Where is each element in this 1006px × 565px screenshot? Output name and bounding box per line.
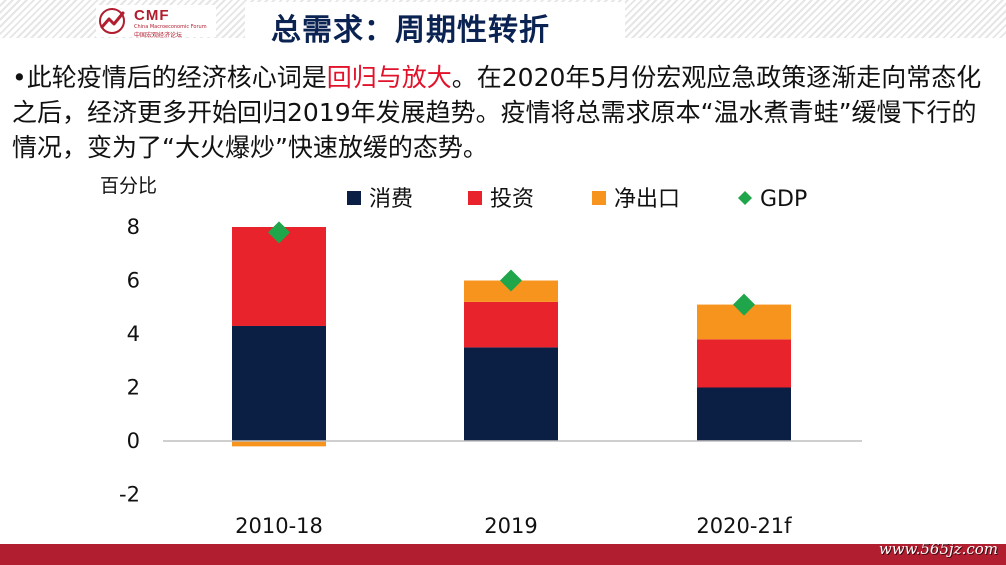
bar-净出口-2010-18 [232,441,326,447]
legend-swatch-GDP [738,191,752,205]
footer-bar [0,544,1006,565]
body-part-1: 此轮疫情后的经济核心词是 [26,63,327,92]
watermark: www.565jz.com [878,540,998,558]
legend-swatch-消费 [347,191,361,205]
x-tick-label: 2010-18 [235,514,323,538]
logo-text: CMF [134,7,170,24]
legend-swatch-投资 [468,191,482,205]
stacked-bar-chart: 百分比 8 6 4 2 0 -2 2010-18 2019 2020-21f 消费 投资 净出口 GDP [100,175,862,538]
bar-消费-2019 [464,347,558,441]
legend-label-消费: 消费 [369,187,413,212]
cmf-logo: CMF China Macroeconomic Forum 中国宏观经济论坛 [96,5,216,39]
bullet: • [12,63,27,92]
legend-label-净出口: 净出口 [614,187,680,212]
y-axis-label: 百分比 [100,175,157,197]
bar-消费-2020-21f [697,387,791,441]
bar-投资-2010-18 [232,227,326,326]
y-tick-label: -2 [119,483,140,507]
bar-投资-2019 [464,301,558,348]
logo-subtitle: China Macroeconomic Forum [134,24,207,30]
legend-swatch-净出口 [592,191,606,205]
gdp-marker-2020-21f [733,293,755,316]
y-tick-label: 8 [127,215,140,239]
y-tick-label: 4 [127,322,140,346]
y-tick-label: 0 [127,429,140,453]
y-tick-label: 2 [127,376,140,400]
body-paragraph: •此轮疫情后的经济核心词是回归与放大。在2020年5月份宏观应急政策逐渐走向常态… [12,60,997,165]
x-tick-label: 2019 [484,514,537,538]
page-title: 总需求：周期性转折 [271,13,550,48]
title-box: 总需求：周期性转折 [245,2,625,48]
logo-chinese-name: 中国宏观经济论坛 [134,32,183,39]
x-tick-label: 2020-21f [696,514,792,538]
legend-label-投资: 投资 [490,187,534,212]
bar-消费-2010-18 [232,325,326,441]
body-part-2: 。在2020年5月份宏观应急政策逐渐走向常态化之后，经济更多开始回归2019年发… [12,63,982,162]
legend-label-GDP: GDP [760,187,807,212]
y-tick-label: 6 [127,269,140,293]
highlight-text: 回归与放大 [326,63,452,92]
gdp-marker-2019 [500,269,522,292]
cmf-logo-icon [99,8,125,34]
gdp-marker-2010-18 [268,221,290,244]
bar-投资-2020-21f [697,339,791,388]
